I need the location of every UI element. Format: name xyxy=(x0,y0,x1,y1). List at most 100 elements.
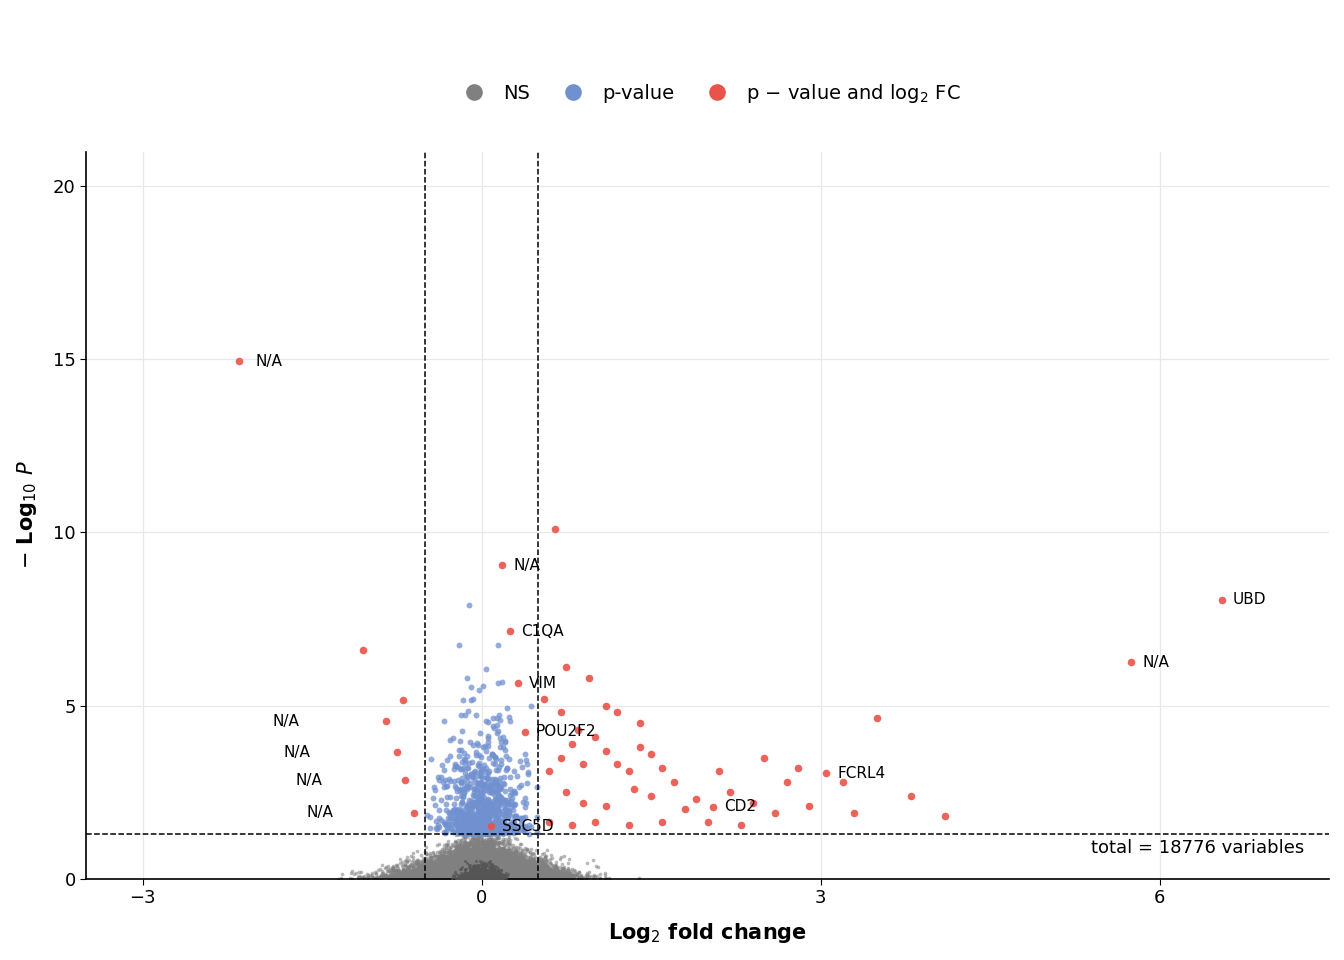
Point xyxy=(425,851,446,866)
Point xyxy=(487,829,508,845)
Point xyxy=(429,868,450,883)
Point xyxy=(470,855,492,871)
Point xyxy=(501,862,523,877)
Point xyxy=(495,842,516,857)
Point xyxy=(417,847,438,862)
Point xyxy=(465,857,487,873)
Point xyxy=(453,870,474,885)
Point xyxy=(453,824,474,839)
Point xyxy=(450,870,472,885)
Point xyxy=(438,864,460,879)
Point xyxy=(452,860,473,876)
Point xyxy=(453,848,474,863)
Point xyxy=(473,838,495,853)
Point xyxy=(516,870,538,885)
Point xyxy=(491,862,512,877)
Point xyxy=(466,864,488,879)
Point xyxy=(497,866,519,881)
Point xyxy=(457,855,478,871)
Point xyxy=(456,799,477,814)
Point xyxy=(524,856,546,872)
Point xyxy=(507,852,528,868)
Point xyxy=(470,870,492,885)
Point xyxy=(391,868,413,883)
Point xyxy=(487,849,508,864)
Point xyxy=(465,870,487,885)
Point xyxy=(457,870,478,885)
Point xyxy=(460,871,481,886)
Point xyxy=(456,869,477,884)
Point xyxy=(409,865,430,880)
Point xyxy=(464,827,485,842)
Point xyxy=(454,854,476,870)
Point xyxy=(465,869,487,884)
Point xyxy=(454,868,476,883)
Point xyxy=(414,861,435,876)
Point xyxy=(473,869,495,884)
Point xyxy=(439,870,461,885)
Point xyxy=(495,870,516,885)
Point xyxy=(500,866,521,881)
Point xyxy=(375,868,396,883)
Point xyxy=(539,869,560,884)
Point xyxy=(461,856,482,872)
Point xyxy=(511,854,532,870)
Point xyxy=(492,825,513,840)
Point xyxy=(472,869,493,884)
Point xyxy=(468,865,489,880)
Point xyxy=(470,840,492,855)
Point xyxy=(536,871,558,886)
Point xyxy=(474,868,496,883)
Point xyxy=(478,818,500,833)
Point xyxy=(409,870,430,885)
Point xyxy=(480,871,501,886)
Point xyxy=(468,869,489,884)
Point xyxy=(439,857,461,873)
Point xyxy=(431,870,453,885)
Point xyxy=(458,853,480,869)
Point xyxy=(437,871,458,886)
Point xyxy=(449,864,470,879)
Point xyxy=(481,821,503,836)
Point xyxy=(446,869,468,884)
Point xyxy=(487,871,508,886)
Point xyxy=(473,870,495,885)
Point xyxy=(454,800,476,815)
Point xyxy=(480,861,501,876)
Point xyxy=(379,864,401,879)
Point xyxy=(489,868,511,883)
Point xyxy=(445,868,466,883)
Point xyxy=(485,865,507,880)
Point xyxy=(435,868,457,883)
Point xyxy=(456,871,477,886)
Point xyxy=(488,869,509,884)
Point xyxy=(446,871,468,886)
Point xyxy=(476,869,497,884)
Point xyxy=(452,870,473,885)
Point xyxy=(454,860,476,876)
Point xyxy=(462,855,484,871)
Point xyxy=(538,869,559,884)
Point xyxy=(491,861,512,876)
Point xyxy=(469,869,491,884)
Point xyxy=(422,871,444,886)
Point xyxy=(417,861,438,876)
Point xyxy=(466,861,488,876)
Point xyxy=(465,871,487,886)
Point xyxy=(540,868,562,883)
Point xyxy=(474,835,496,851)
Point xyxy=(446,863,468,878)
Point xyxy=(478,861,500,876)
Point xyxy=(485,868,507,883)
Point xyxy=(523,867,544,882)
Point xyxy=(505,845,527,860)
Point xyxy=(460,867,481,882)
Point xyxy=(472,870,493,885)
Point xyxy=(528,868,550,883)
Point xyxy=(466,871,488,886)
Point xyxy=(450,869,472,884)
Point xyxy=(450,861,472,876)
Point xyxy=(425,868,446,883)
Point xyxy=(472,868,493,883)
Point xyxy=(472,867,493,882)
